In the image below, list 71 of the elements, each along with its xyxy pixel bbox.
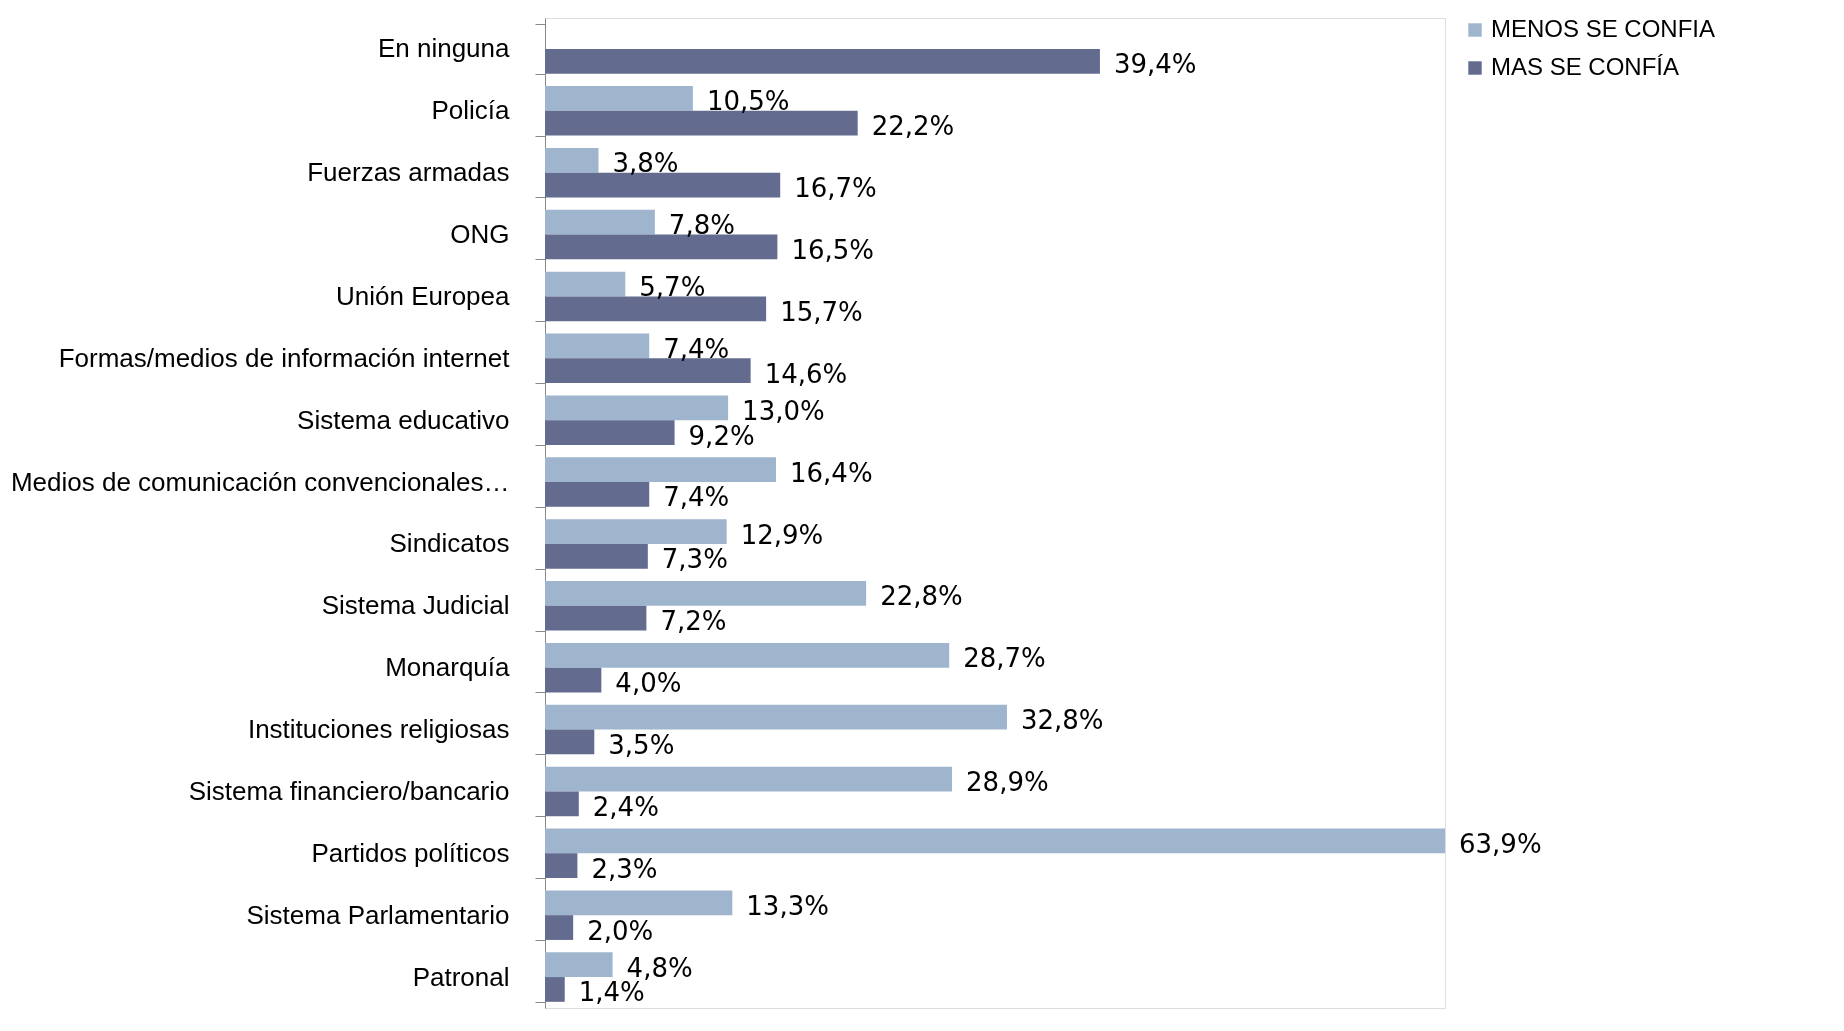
bar — [545, 642, 950, 668]
y-tick-label: Sistema Judicial — [321, 590, 510, 621]
data-label: 7,2% — [660, 606, 727, 637]
legend-label: MAS SE CONFÍA — [1491, 53, 1680, 80]
bar — [545, 766, 953, 792]
bar — [545, 977, 565, 1002]
data-label: 3,5% — [608, 729, 675, 760]
bar — [545, 333, 650, 359]
bar — [545, 853, 578, 879]
bar — [545, 952, 613, 978]
bar — [545, 48, 1100, 74]
y-tick-label: Medios de comunicación convencionales… — [10, 466, 510, 497]
bar — [545, 543, 648, 569]
data-label: 2,0% — [587, 915, 654, 946]
y-tick-label: Patronal — [412, 961, 510, 992]
bar — [545, 915, 574, 940]
data-label: 10,5% — [706, 86, 790, 117]
bar — [545, 791, 579, 817]
data-label: 16,4% — [789, 457, 873, 488]
data-label: 7,4% — [663, 482, 730, 513]
y-tick-label: En ninguna — [377, 33, 511, 64]
bar — [545, 395, 729, 421]
data-label: 15,7% — [780, 296, 863, 327]
data-label: 16,7% — [794, 173, 877, 204]
data-label: 14,6% — [764, 358, 848, 389]
data-label: 28,9% — [966, 767, 1049, 798]
bar — [545, 581, 867, 606]
y-tick-label: Formas/medios de información internet — [58, 342, 511, 373]
data-label: 22,2% — [871, 111, 955, 142]
data-label: 2,4% — [592, 791, 659, 822]
data-label: 13,3% — [746, 890, 829, 921]
bar — [545, 729, 595, 755]
y-tick-label: Sindicatos — [389, 528, 510, 559]
y-tick-label: Fuerzas armadas — [307, 157, 510, 188]
y-tick-label: Sistema Parlamentario — [246, 899, 510, 930]
data-label: 7,3% — [661, 544, 728, 575]
bar — [545, 667, 602, 693]
legend-label: MENOS SE CONFIA — [1491, 15, 1716, 42]
data-label: 16,5% — [791, 234, 874, 265]
bar — [545, 828, 1445, 854]
data-label: 32,8% — [1020, 705, 1104, 736]
y-tick-label: Policía — [431, 95, 511, 126]
bar — [545, 147, 599, 173]
data-label: 7,4% — [663, 333, 730, 364]
y-tick-label: Unión Europea — [336, 280, 511, 311]
data-label: 22,8% — [880, 581, 963, 612]
data-label: 28,7% — [963, 643, 1046, 674]
bar — [545, 86, 693, 111]
bar — [545, 890, 733, 916]
y-tick-label: Sistema financiero/bancario — [188, 775, 510, 806]
bar — [545, 457, 776, 483]
bar — [545, 271, 626, 297]
data-label: 7,8% — [668, 210, 735, 241]
bar — [545, 420, 675, 445]
y-tick-label: Partidos políticos — [311, 837, 510, 868]
data-label: 39,4% — [1113, 49, 1197, 80]
data-label: 63,9% — [1459, 828, 1542, 859]
data-label: 3,8% — [612, 148, 679, 179]
y-tick-label: Instituciones religiosas — [247, 714, 510, 745]
data-label: 2,3% — [591, 853, 658, 884]
data-label: 12,9% — [740, 519, 824, 550]
y-tick-label: Monarquía — [385, 652, 511, 683]
bar — [545, 704, 1007, 730]
data-label: 4,0% — [615, 668, 682, 699]
bar — [545, 605, 647, 631]
bar — [545, 209, 655, 235]
bar — [545, 482, 650, 507]
data-label: 5,7% — [639, 272, 706, 303]
bar — [545, 519, 727, 544]
y-tick-label: ONG — [450, 219, 510, 250]
y-tick-label: Sistema educativo — [297, 404, 510, 435]
